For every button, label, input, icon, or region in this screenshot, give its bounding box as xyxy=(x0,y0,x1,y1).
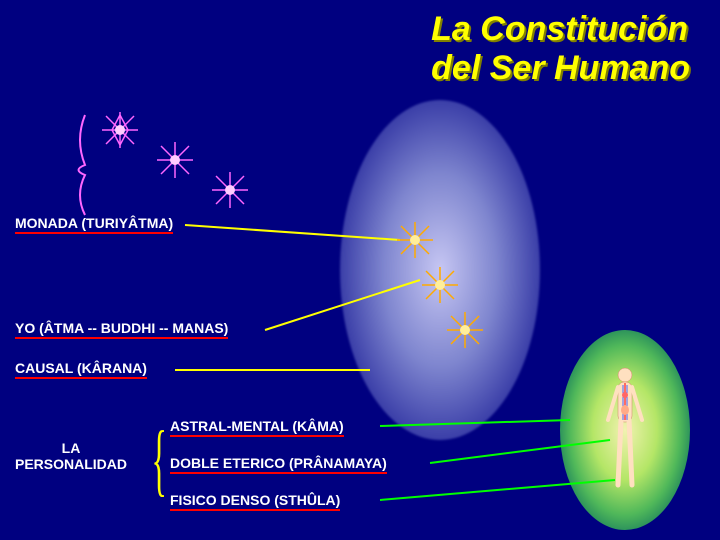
human-body-figure xyxy=(605,365,645,495)
star-icon xyxy=(100,110,140,150)
page-title: La Constitución del Ser Humano xyxy=(431,10,690,88)
label-physical: FISICO DENSO (STHÛLA) xyxy=(170,492,340,511)
star-icon xyxy=(445,310,485,350)
star-icon xyxy=(210,170,250,210)
star-icon xyxy=(395,220,435,260)
personality-line-2: PERSONALIDAD xyxy=(15,456,127,472)
title-line-1: La Constitución xyxy=(431,10,690,49)
label-causal: CAUSAL (KÂRANA) xyxy=(15,360,147,379)
title-line-2: del Ser Humano xyxy=(431,49,690,88)
label-etheric: DOBLE ETERICO (PRÂNAMAYA) xyxy=(170,455,387,474)
brace-icon: { xyxy=(152,415,167,506)
label-personality: LA PERSONALIDAD xyxy=(15,440,127,472)
star-icon xyxy=(420,265,460,305)
label-yo: YO (ÂTMA -- BUDDHI -- MANAS) xyxy=(15,320,228,339)
star-icon xyxy=(155,140,195,180)
personality-line-1: LA xyxy=(15,440,127,456)
label-astral: ASTRAL-MENTAL (KÂMA) xyxy=(170,418,344,437)
label-monada: MONADA (TURIYÂTMA) xyxy=(15,215,173,234)
